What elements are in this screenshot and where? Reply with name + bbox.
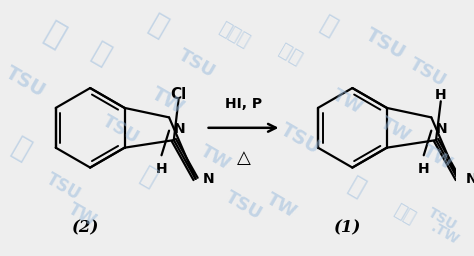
Text: TSU: TSU bbox=[362, 26, 409, 63]
Text: TW: TW bbox=[197, 142, 234, 174]
Text: Cl: Cl bbox=[171, 87, 187, 102]
Text: HI, P: HI, P bbox=[225, 97, 262, 111]
Text: TSU: TSU bbox=[222, 188, 265, 223]
Text: TW: TW bbox=[329, 86, 366, 117]
Text: 医: 医 bbox=[87, 38, 116, 70]
Text: H: H bbox=[155, 162, 167, 176]
Text: TW: TW bbox=[376, 114, 413, 146]
Text: (1): (1) bbox=[334, 220, 361, 237]
Text: .TW: .TW bbox=[428, 220, 461, 248]
Text: N: N bbox=[465, 172, 474, 186]
Text: TSU: TSU bbox=[43, 169, 84, 204]
Text: △: △ bbox=[237, 149, 250, 167]
Text: TW: TW bbox=[419, 142, 456, 174]
Text: TSU: TSU bbox=[99, 112, 142, 147]
Text: N: N bbox=[174, 122, 185, 136]
Text: 医: 医 bbox=[316, 12, 341, 40]
Text: H: H bbox=[418, 162, 429, 176]
Text: 学: 学 bbox=[7, 132, 35, 165]
Text: TW: TW bbox=[65, 200, 100, 230]
Text: N: N bbox=[436, 122, 447, 136]
Text: TSU: TSU bbox=[2, 63, 49, 101]
Text: TW: TW bbox=[148, 84, 188, 118]
Text: 天山: 天山 bbox=[276, 40, 306, 68]
Text: 天: 天 bbox=[345, 172, 370, 201]
Text: N: N bbox=[203, 172, 215, 186]
Text: 天: 天 bbox=[39, 18, 69, 52]
Text: H: H bbox=[435, 88, 447, 102]
Text: 山: 山 bbox=[144, 9, 173, 42]
Text: (2): (2) bbox=[72, 220, 99, 237]
Text: TSU: TSU bbox=[426, 206, 459, 233]
Text: TSU: TSU bbox=[277, 120, 324, 158]
Text: 医学院: 医学院 bbox=[216, 19, 253, 51]
Text: TSU: TSU bbox=[174, 46, 218, 81]
Text: TW: TW bbox=[263, 190, 300, 221]
Text: TSU: TSU bbox=[406, 55, 450, 91]
Text: 医学: 医学 bbox=[391, 202, 418, 228]
Text: 天: 天 bbox=[137, 163, 161, 191]
